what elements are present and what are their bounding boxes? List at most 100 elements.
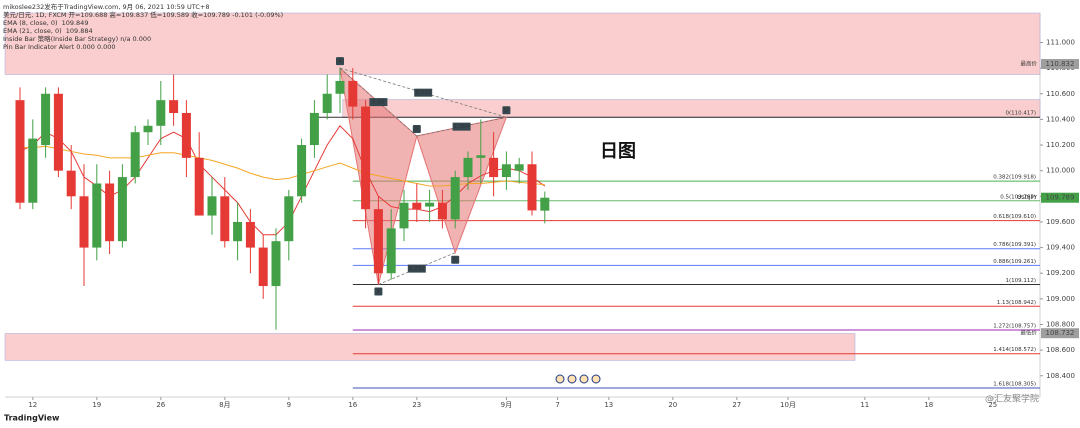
candle-body <box>79 196 89 248</box>
y-tick-label: 109.000 <box>1046 295 1075 303</box>
x-tick-label: 27 <box>732 401 741 409</box>
logo: TradingView <box>4 414 60 423</box>
fib-label: 0.382(109.918) <box>993 175 1036 181</box>
candle-body <box>41 93 51 146</box>
fib-label: 0.5(109.765) <box>1000 194 1036 200</box>
fib-label: 0.618(109.610) <box>993 214 1036 220</box>
fib-label: 1(109.112) <box>1005 278 1036 284</box>
fib-label: 0.886(109.261) <box>993 259 1036 265</box>
fib-label: 1.13(108.942) <box>997 300 1036 306</box>
candle-body <box>284 196 294 242</box>
x-tick-label: 10月 <box>780 401 796 409</box>
candle-body <box>527 164 537 211</box>
zone <box>4 12 1041 75</box>
candle-body <box>309 112 319 146</box>
candle-body <box>450 177 460 220</box>
x-tick-label: 13 <box>604 401 613 409</box>
watermark: @汇友聚学院 <box>985 393 1039 405</box>
point-box <box>412 125 421 134</box>
candle-body <box>143 125 153 133</box>
event-icons <box>555 374 601 384</box>
candle-body <box>335 80 345 94</box>
plot: 0(110.417) 0.382(109.918) 0.5(109.765) 0.61… <box>4 12 1041 389</box>
y-tick-label: 110.000 <box>1046 167 1075 175</box>
x-tick-label: 19 <box>92 401 101 409</box>
y-tick-label: 110.200 <box>1046 141 1075 149</box>
price-tag-value: 108.732 <box>1046 329 1075 337</box>
x-tick-label: 20 <box>668 401 677 409</box>
fib-label: 1.414(108.572) <box>993 347 1036 353</box>
x-tick-label: 7 <box>555 401 559 409</box>
event-icon <box>591 374 601 384</box>
candle-body <box>66 170 76 197</box>
ratio-label: 1.204 <box>454 124 470 130</box>
event-icon <box>567 374 577 384</box>
event-icon <box>579 374 589 384</box>
y-tick-label: 109.400 <box>1046 244 1075 252</box>
ratio-label: 0.710 <box>409 266 425 272</box>
candle-body <box>117 177 127 242</box>
candle-body <box>181 112 191 158</box>
ratio-label: 0.773 <box>415 90 431 96</box>
ratio-box <box>407 264 426 273</box>
point-box <box>502 106 511 115</box>
price-tag-value: 109.789 <box>1046 194 1075 202</box>
y-tick-label: 110.400 <box>1046 115 1075 123</box>
candle-body <box>373 209 383 274</box>
fib-label: 0.786(109.391) <box>993 242 1036 248</box>
y-tick-label: 110.600 <box>1046 90 1075 98</box>
fib-label: 1.272(108.757) <box>993 324 1036 330</box>
point-label: X <box>338 59 342 65</box>
ratio-label: 0.86 <box>372 100 385 106</box>
candle-body <box>386 228 396 274</box>
x-tick-label: 18 <box>924 401 933 409</box>
candle-body <box>501 164 511 178</box>
legend-label: EMA (8, close, 0) <box>3 19 58 27</box>
candle-body <box>92 183 102 248</box>
x-tick-label: 11 <box>860 401 869 409</box>
zone <box>4 333 856 361</box>
x-tick-label: 9 <box>287 401 291 409</box>
price-tag-value: 110.832 <box>1046 60 1075 68</box>
price-tag <box>1041 192 1079 203</box>
candle-body <box>297 145 307 197</box>
candle-body <box>425 202 435 207</box>
candle-body <box>53 93 63 171</box>
event-icon <box>555 374 565 384</box>
candle-body <box>476 155 486 158</box>
point-label: B <box>415 127 419 133</box>
price-tag <box>1041 328 1079 339</box>
candle-body <box>361 106 371 210</box>
x-tick-label: 12 <box>28 401 37 409</box>
candle-body <box>15 100 25 203</box>
annotation: 日图 <box>600 141 636 162</box>
candle-body <box>28 138 38 203</box>
candle-body <box>207 196 217 216</box>
x-tick-label: 26 <box>156 401 165 409</box>
candle-body <box>105 183 115 242</box>
symbol-line: 美元/日元, 1D, FXCM 开=109.688 高=109.837 低=10… <box>3 10 283 19</box>
point-box <box>374 287 383 296</box>
point-label: D <box>504 108 508 114</box>
x-tick-label: 8月 <box>219 401 230 409</box>
price-tag-name: 最高价 <box>1020 60 1037 68</box>
indicator: Inside Bar 策略(Inside Bar Strategy) n/a 0… <box>3 34 151 43</box>
candle-body <box>437 202 447 220</box>
candle-body <box>348 80 358 107</box>
ratio-box <box>452 122 471 131</box>
y-tick-label: 109.200 <box>1046 269 1075 277</box>
candle-body <box>220 196 230 242</box>
x-tick-label: 23 <box>412 401 421 409</box>
y-tick-label: 108.800 <box>1046 320 1075 328</box>
candle-body <box>258 247 268 287</box>
candle-body <box>412 202 422 210</box>
price-tag-name: USDJPY <box>1017 195 1038 201</box>
legend-value: 109.849 <box>62 19 89 27</box>
publisher: mikoslee232发布于TradingView.com, 9月 06, 20… <box>3 2 209 11</box>
candle-body <box>156 100 166 126</box>
point-box <box>451 255 460 264</box>
candle-body <box>489 157 499 178</box>
candle-body <box>271 241 281 287</box>
candle-body <box>463 157 473 178</box>
price-tag-name: 最低价 <box>1020 329 1037 337</box>
